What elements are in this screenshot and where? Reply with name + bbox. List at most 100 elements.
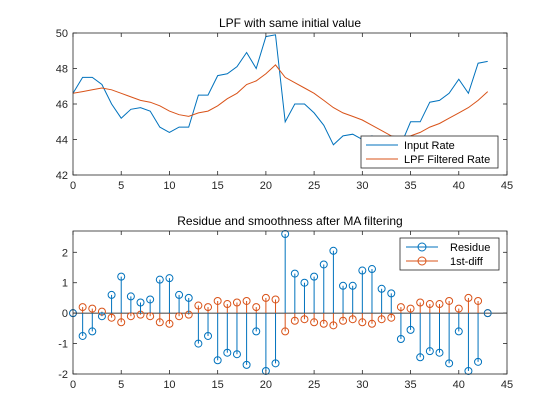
- stem-marker: [445, 359, 454, 368]
- top-plot-title: LPF with same initial value: [219, 16, 361, 30]
- legend-label-residue: Residue: [450, 242, 490, 254]
- stem-marker: [213, 296, 222, 305]
- bottom-plot-series: [69, 230, 492, 375]
- stem-marker: [396, 303, 405, 312]
- x-tick-label: 35: [404, 180, 416, 192]
- stem-marker: [300, 278, 309, 287]
- legend-label-input-rate: Input Rate: [404, 140, 455, 152]
- stem-marker: [252, 303, 261, 312]
- stem-marker: [184, 293, 193, 302]
- stem-marker: [223, 300, 232, 309]
- stem-marker: [175, 290, 184, 299]
- top-plot: LPF with same initial value 0 5 10 15 20 25 30…: [56, 16, 513, 192]
- y-tick-label: 1: [62, 278, 68, 290]
- top-plot-ticks: 0 5 10 15 20 25 30 35 40 45 42 44 46 48 50: [56, 28, 513, 192]
- series-line-0: [72, 34, 488, 153]
- stem-marker: [271, 295, 280, 304]
- legend-marker-1st-diff: [417, 256, 427, 266]
- x-tick-label: 45: [501, 180, 513, 192]
- legend-label-1st-diff: 1st-diff: [450, 256, 484, 268]
- stem-marker: [377, 315, 386, 324]
- x-tick-label: 10: [163, 379, 175, 391]
- stem-marker: [271, 359, 280, 368]
- stem-marker: [290, 316, 299, 325]
- stem-marker: [358, 318, 367, 327]
- stem-marker: [136, 298, 145, 307]
- stem-marker: [281, 230, 290, 239]
- bottom-plot: Residue and smoothness after MA filterin…: [58, 214, 513, 391]
- stem-marker: [88, 327, 97, 336]
- stem-marker: [387, 289, 396, 298]
- x-tick-label: 40: [453, 180, 465, 192]
- stem-marker: [358, 266, 367, 275]
- stem-marker: [88, 304, 97, 313]
- y-tick-label: 50: [56, 28, 68, 40]
- x-tick-label: 5: [118, 379, 124, 391]
- bottom-plot-title: Residue and smoothness after MA filterin…: [177, 214, 402, 228]
- y-tick-label: 0: [62, 308, 68, 320]
- x-tick-label: 45: [501, 379, 513, 391]
- x-tick-label: 25: [308, 379, 320, 391]
- stem-marker: [78, 331, 87, 340]
- stem-marker: [290, 269, 299, 278]
- stem-marker: [242, 296, 251, 305]
- stem-marker: [329, 246, 338, 255]
- stem-marker: [348, 315, 357, 324]
- stem-marker: [117, 272, 126, 281]
- x-tick-label: 20: [260, 379, 272, 391]
- stem-marker: [155, 275, 164, 284]
- stem-marker: [367, 265, 376, 274]
- stem-marker: [261, 293, 270, 302]
- stem-marker: [194, 339, 203, 348]
- x-tick-label: 30: [356, 180, 368, 192]
- stem-marker: [454, 304, 463, 313]
- legend-marker-residue: [417, 242, 427, 252]
- stem-marker: [252, 327, 261, 336]
- bottom-plot-legend: Residue 1st-diff: [399, 237, 500, 271]
- x-tick-label: 20: [260, 180, 272, 192]
- stem-marker: [204, 331, 213, 340]
- stem-marker: [339, 281, 348, 290]
- stem-marker: [445, 296, 454, 305]
- stem-marker: [126, 292, 135, 301]
- x-tick-label: 10: [163, 180, 175, 192]
- stem-marker: [281, 327, 290, 336]
- stem-marker: [242, 360, 251, 369]
- stem-marker: [406, 325, 415, 334]
- bottom-plot-legend-box: [399, 237, 500, 271]
- y-tick-label: -1: [58, 339, 68, 351]
- stem-marker: [425, 300, 434, 309]
- stem-marker: [223, 348, 232, 357]
- stem-marker: [339, 316, 348, 325]
- stem-marker: [377, 284, 386, 293]
- bottom-plot-ticks: 0 5 10 15 20 25 30 35 40 45 -2 -1 0 1 2: [58, 231, 513, 391]
- y-tick-label: 44: [56, 135, 68, 147]
- stem-marker: [483, 309, 492, 318]
- stem-marker: [425, 347, 434, 356]
- stem-marker: [117, 318, 126, 327]
- x-tick-label: 30: [356, 379, 368, 391]
- stem-marker: [367, 319, 376, 328]
- stem-marker: [348, 281, 357, 290]
- y-tick-label: -2: [58, 369, 68, 381]
- stem-marker: [107, 290, 116, 299]
- stem-marker: [406, 304, 415, 313]
- stem-marker: [146, 295, 155, 304]
- stem-marker: [319, 319, 328, 328]
- series-line-1: [72, 64, 489, 139]
- stem-marker: [454, 327, 463, 336]
- x-tick-label: 15: [212, 180, 224, 192]
- stem-marker: [78, 303, 87, 312]
- stem-marker: [310, 318, 319, 327]
- stem-marker: [261, 366, 270, 375]
- stem-marker: [416, 353, 425, 362]
- stem-marker: [435, 300, 444, 309]
- stem-marker: [232, 350, 241, 359]
- stem-marker: [310, 272, 319, 281]
- stem-marker: [165, 274, 174, 283]
- x-tick-label: 0: [70, 379, 76, 391]
- stem-marker: [464, 366, 473, 375]
- stem-marker: [464, 293, 473, 302]
